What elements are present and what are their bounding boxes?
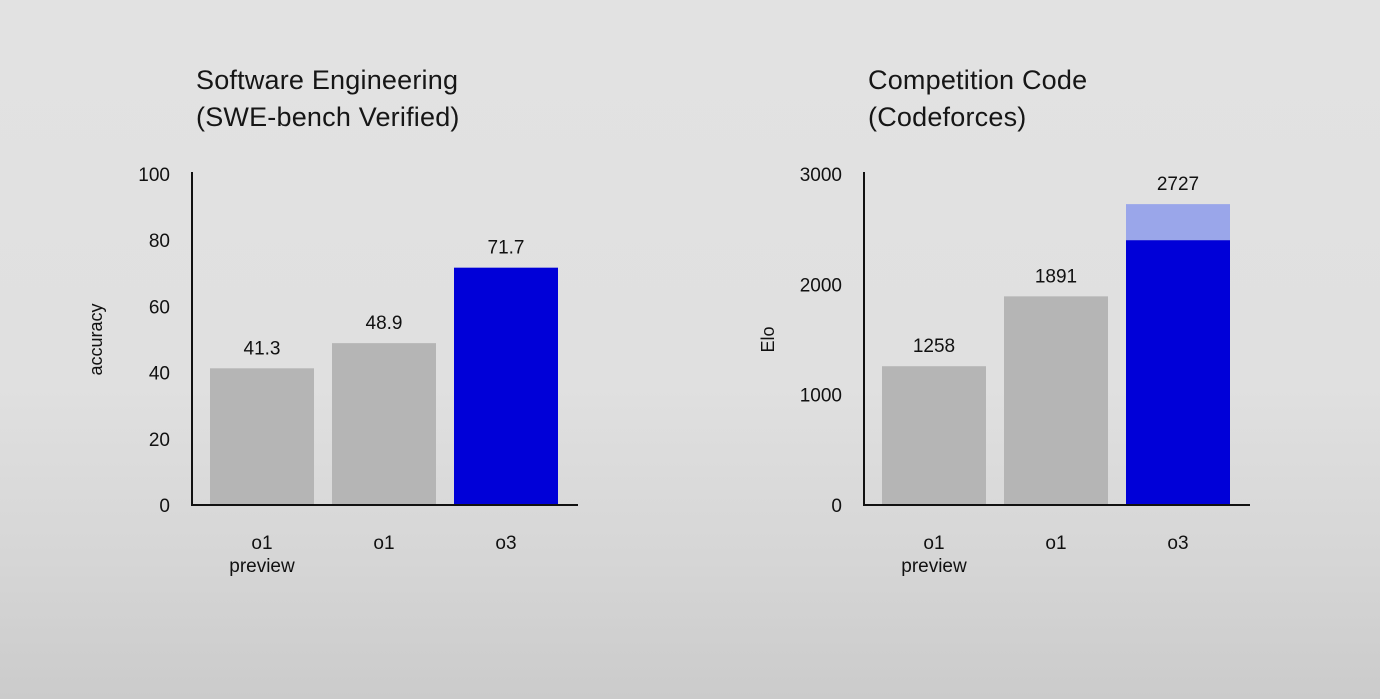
codeforces-value-label: 1258: [913, 336, 955, 357]
swe-bench-y-tick-label: 80: [149, 231, 170, 252]
codeforces-chart-panel: Competition Code (Codeforces) 0 1000 2000 3…: [672, 0, 1312, 699]
swe-bench-y-tick-label: 0: [159, 496, 170, 517]
swe-bench-x-tick-label: o3: [495, 533, 516, 554]
codeforces-x-tick-label: o3: [1167, 533, 1188, 554]
codeforces-x-tick-label: o1: [1045, 533, 1066, 554]
codeforces-y-tick-label: 0: [831, 496, 842, 517]
swe-bench-y-tick-label: 20: [149, 430, 170, 451]
swe-bench-y-tick-label: 60: [149, 297, 170, 318]
swe-bench-x-tick-label-line: o1: [251, 533, 272, 554]
swe-bench-bar: [332, 343, 436, 505]
codeforces-value-label: 2727: [1157, 174, 1199, 195]
codeforces-title-line-2: (Codeforces): [868, 102, 1027, 132]
codeforces-bar-upper-segment: [1126, 204, 1230, 241]
codeforces-bar: [882, 366, 986, 505]
swe-bench-value-label: 48.9: [366, 313, 403, 334]
swe-bench-x-tick-label-line: o1: [373, 533, 394, 554]
codeforces-bar: [1004, 296, 1108, 505]
codeforces-y-axis-label: Elo: [758, 326, 778, 352]
codeforces-chart-title: Competition Code (Codeforces): [868, 62, 1087, 136]
codeforces-x-tick-label: o1 preview: [901, 533, 967, 577]
swe-bench-x-tick-label-line: preview: [229, 556, 295, 577]
swe-bench-bar: [210, 368, 314, 505]
swe-bench-value-label: 41.3: [244, 338, 281, 359]
swe-bench-bar: [454, 267, 558, 505]
codeforces-x-tick-label-line: o1: [923, 533, 944, 554]
codeforces-value-label: 1891: [1035, 266, 1077, 287]
swe-bench-x-tick-label-line: o3: [495, 533, 516, 554]
codeforces-y-tick-label: 2000: [800, 275, 842, 296]
codeforces-x-tick-label-line: o1: [1045, 533, 1066, 554]
codeforces-title-line-1: Competition Code: [868, 65, 1088, 95]
swe-bench-x-tick-label: o1 preview: [229, 533, 295, 577]
codeforces-bar: [1126, 240, 1230, 505]
codeforces-x-tick-label-line: o3: [1167, 533, 1188, 554]
codeforces-x-tick-label-line: preview: [901, 556, 967, 577]
swe-bench-y-tick-label: 40: [149, 364, 170, 385]
swe-bench-chart-panel: Software Engineering (SWE-bench Verified…: [0, 0, 640, 699]
swe-bench-y-tick-label: 100: [138, 165, 170, 186]
swe-bench-y-axis-label: accuracy: [86, 303, 106, 375]
swe-bench-title-line-1: Software Engineering: [196, 65, 459, 95]
swe-bench-chart-title: Software Engineering (SWE-bench Verified…: [196, 62, 460, 136]
codeforces-y-tick-label: 3000: [800, 165, 842, 186]
swe-bench-x-tick-label: o1: [373, 533, 394, 554]
codeforces-y-tick-label: 1000: [800, 386, 842, 407]
swe-bench-title-line-2: (SWE-bench Verified): [196, 102, 460, 132]
swe-bench-value-label: 71.7: [488, 238, 525, 259]
